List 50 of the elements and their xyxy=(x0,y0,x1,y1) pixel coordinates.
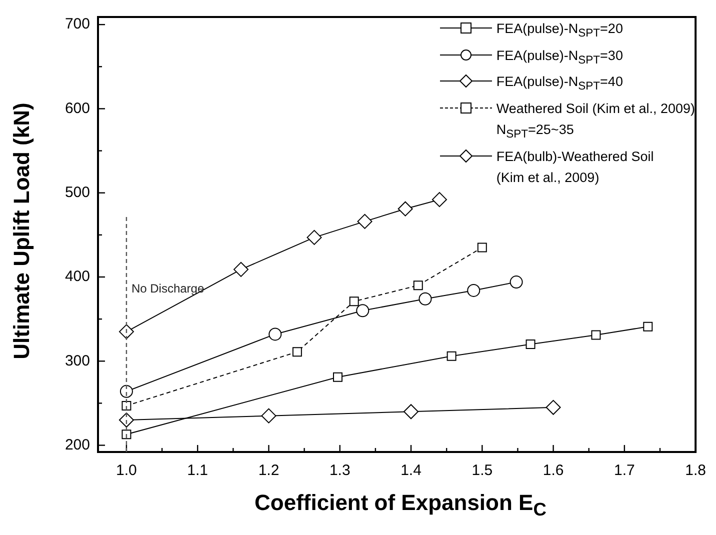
y-tick-label: 200 xyxy=(64,436,90,454)
point xyxy=(306,230,322,245)
x-tick-label: 1.6 xyxy=(542,462,564,480)
x-tick-label: 1.7 xyxy=(614,462,635,480)
point xyxy=(413,280,423,290)
point xyxy=(122,430,132,440)
point xyxy=(268,328,282,341)
point xyxy=(477,242,487,252)
legend-label: Weathered Soil (Kim et al., 2009) N$_{SPT}$=25~35 xyxy=(496,100,695,143)
point xyxy=(122,400,132,410)
point xyxy=(546,400,561,415)
legend-label: FEA(pulse)-N$_{SPT}$=20 xyxy=(496,20,623,42)
legend-label: FEA(pulse)-N$_{SPT}$=30 xyxy=(496,46,623,68)
point xyxy=(261,408,276,424)
point xyxy=(446,351,456,361)
point xyxy=(333,372,342,382)
ref-line-label: No Discharge xyxy=(131,281,204,296)
legend-label: FEA(bulb)-Weathered Soil (Kim et al., 2009) xyxy=(496,148,654,187)
point xyxy=(526,340,536,350)
x-tick-label: 1.5 xyxy=(472,462,493,480)
y-axis-title: Ultimate Uplift Load (kN) xyxy=(9,102,35,359)
y-tick-label: 600 xyxy=(64,100,90,117)
point xyxy=(356,304,370,318)
x-tick-label: 1.0 xyxy=(116,462,137,480)
point xyxy=(467,284,480,297)
point xyxy=(591,330,601,340)
x-tick-label: 1.3 xyxy=(329,462,350,480)
point xyxy=(120,384,133,398)
point xyxy=(643,322,653,332)
point xyxy=(398,201,413,216)
point xyxy=(510,276,523,289)
point xyxy=(418,292,432,306)
point xyxy=(118,324,134,340)
point xyxy=(432,192,447,208)
point xyxy=(404,404,419,420)
point xyxy=(118,412,134,428)
y-tick-label: 400 xyxy=(64,268,90,286)
x-tick-label: 1.1 xyxy=(187,462,208,480)
point xyxy=(349,296,359,306)
x-tick-label: 1.8 xyxy=(685,462,706,480)
y-tick-label: 700 xyxy=(64,16,90,33)
point xyxy=(233,262,248,277)
point xyxy=(357,214,372,229)
x-axis-title: Coefficient of Expansion E$_{C}$ xyxy=(254,490,548,520)
legend-label: FEA(pulse)-N$_{SPT}$=40 xyxy=(496,73,623,96)
x-tick-label: 1.2 xyxy=(258,462,280,480)
x-tick-label: 1.4 xyxy=(400,462,422,480)
y-tick-label: 500 xyxy=(64,184,90,201)
point xyxy=(292,347,302,357)
y-tick-label: 300 xyxy=(64,352,90,370)
